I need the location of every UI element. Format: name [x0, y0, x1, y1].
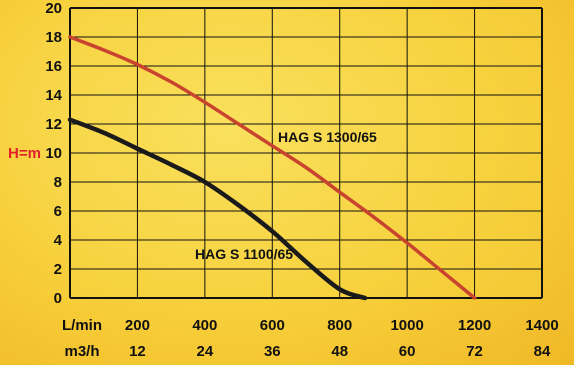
y-tick-label: 12: [45, 116, 62, 133]
series-label-hag-s-1100: HAG S 1100/65: [195, 246, 293, 262]
x-tick-label: 72: [466, 343, 483, 360]
series-line-hag-s-1300: [68, 35, 477, 300]
series-lines: [67, 35, 477, 301]
y-tick-label: 20: [45, 0, 62, 17]
x-tick-label: 400: [192, 317, 217, 334]
y-tick-label: 8: [54, 174, 62, 191]
y-tick-label: 16: [45, 58, 62, 75]
y-axis-title: H=m: [8, 145, 41, 162]
x-tick-label: 1000: [390, 317, 423, 334]
x-tick-label: 12: [129, 343, 146, 360]
series-line-hag-s-1100: [67, 117, 368, 301]
x-tick-label: 800: [327, 317, 352, 334]
y-tick-label: 2: [54, 261, 62, 278]
x-tick-label: 48: [331, 343, 348, 360]
x-tick-label: 36: [264, 343, 281, 360]
x-axis-rows: L/min 200 400 600 800 1000 1200 1400 m3/h 12 24 36 4…: [62, 317, 559, 360]
x-axis-unit-label: L/min: [62, 317, 102, 334]
y-tick-label: 4: [54, 232, 63, 249]
y-tick-label: 10: [45, 145, 62, 162]
y-tick-label: 18: [45, 29, 62, 46]
x-tick-label: 600: [260, 317, 285, 334]
x-tick-label: 24: [197, 343, 214, 360]
x-tick-label: 1200: [458, 317, 491, 334]
x-tick-label: 84: [534, 343, 551, 360]
x-tick-label: 1400: [525, 317, 558, 334]
y-tick-label: 6: [54, 203, 62, 220]
x-tick-label: 60: [399, 343, 416, 360]
series-label-hag-s-1300: HAG S 1300/65: [278, 129, 377, 145]
y-tick-label: 0: [54, 290, 62, 307]
x-axis-unit-label: m3/h: [64, 343, 99, 360]
x-tick-label: 200: [125, 317, 150, 334]
grid-lines: [69, 7, 543, 299]
y-tick-labels: 0 2 4 6 8 10 12 14 16 18 20: [45, 0, 62, 307]
y-tick-label: 14: [45, 87, 62, 104]
